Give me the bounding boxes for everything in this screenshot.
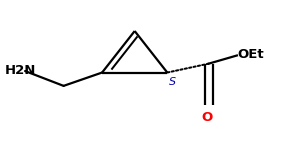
Text: S: S xyxy=(169,77,176,87)
Text: O: O xyxy=(202,111,213,124)
Text: OEt: OEt xyxy=(237,48,263,61)
Text: H2N: H2N xyxy=(4,64,36,77)
